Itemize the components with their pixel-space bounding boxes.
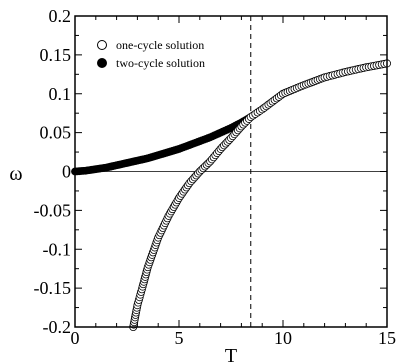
series-layer (71, 59, 391, 331)
y-tick-label: 0.2 (49, 6, 72, 26)
y-tick-label: 0.05 (40, 123, 72, 143)
axis-ticks: 0 5 10 15 -0.2 -0.15 -0.1 -0.05 0 0.05 0.1 0.15 0.2 (34, 6, 397, 348)
x-axis-title: T (225, 345, 237, 364)
y-tick-label: 0 (62, 162, 71, 182)
series-one-cycle (129, 59, 391, 331)
x-tick-label: 15 (378, 328, 396, 348)
y-tick-label: 0.15 (40, 45, 72, 65)
x-tick-label: 10 (274, 328, 292, 348)
y-tick-label: -0.05 (34, 200, 72, 220)
legend-marker-one-cycle (97, 40, 107, 50)
x-tick-label: 5 (175, 328, 184, 348)
y-tick-label: -0.15 (34, 278, 72, 298)
y-tick-label: 0.1 (49, 84, 72, 104)
y-axis-title: ω (9, 163, 22, 185)
legend-label-one-cycle: one-cycle solution (116, 38, 204, 52)
legend-marker-two-cycle (97, 58, 107, 68)
y-tick-label: -0.1 (43, 239, 72, 259)
legend-label-two-cycle: two-cycle solution (116, 56, 205, 70)
legend: one-cycle solution two-cycle solution (97, 38, 205, 70)
x-tick-label: 0 (71, 328, 80, 348)
y-tick-label: -0.2 (43, 317, 72, 337)
reference-lines (75, 16, 387, 327)
